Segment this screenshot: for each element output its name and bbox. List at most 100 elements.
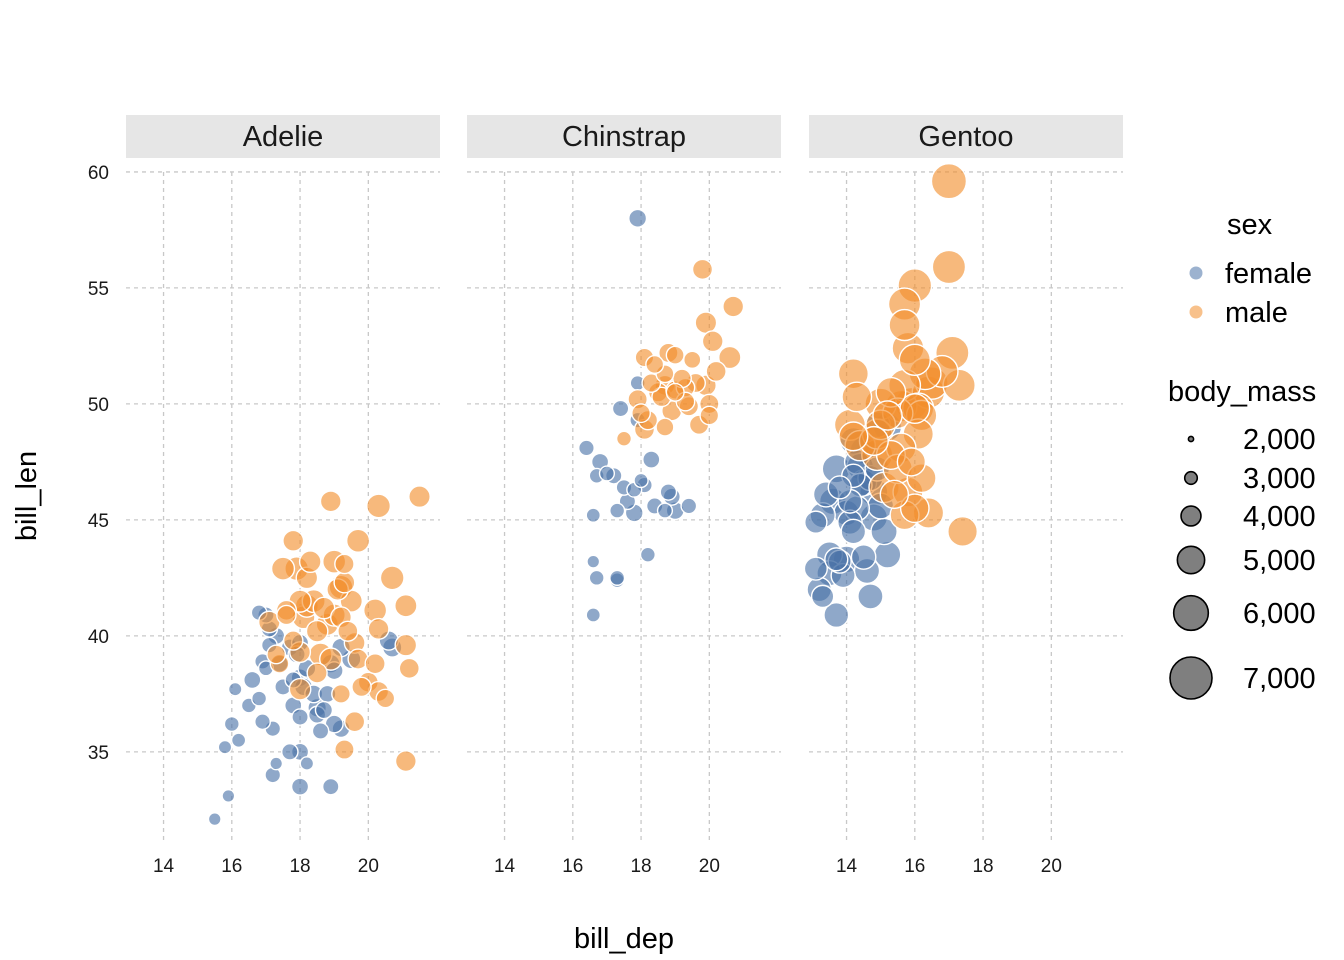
legend-color-title: sex [1227,209,1273,241]
legend-size-item: 7,000 [1169,656,1316,700]
panel-chinstrap: Chinstrap 14 16 18 20 [467,115,781,877]
data-point [230,732,247,748]
data-point [631,403,651,424]
data-point [823,601,850,629]
data-point [840,518,867,545]
legend-size-label: 7,000 [1243,663,1316,695]
data-point [611,399,630,418]
data-point [266,644,287,665]
x-tick-label: 20 [699,856,720,877]
data-point [394,750,417,773]
data-point [251,690,268,707]
legend-size-swatch [1187,435,1195,443]
legend-size-swatch [1183,470,1199,486]
data-point [633,472,649,489]
data-point [269,756,284,771]
data-point [598,465,616,482]
gridlines [126,171,440,840]
legend-color-items: female male [1189,258,1312,329]
y-tick-label: 45 [88,511,109,532]
data-point [850,544,877,570]
data-point [276,604,297,626]
data-point [333,571,356,594]
data-point [254,713,271,731]
data-point [282,529,305,552]
data-point [803,556,828,581]
legend-label: male [1225,297,1288,329]
panel-strip [809,115,1123,158]
data-point [334,739,355,760]
data-point [857,583,884,610]
legend-swatch [1189,305,1203,319]
data-point [628,208,648,228]
data-point [398,657,420,680]
legend-size-label: 3,000 [1243,463,1316,495]
legend-size-label: 6,000 [1243,598,1316,630]
legend-size-label: 4,000 [1243,501,1316,533]
panel-adelie: Adelie 14 16 18 20 [126,115,440,877]
data-point [366,493,392,519]
data-point [379,565,405,591]
data-point [888,308,921,342]
x-tick-label: 18 [972,856,993,877]
data-point [351,676,372,698]
axis-titles: bill_dep bill_len [11,451,674,955]
y-axis: 35 40 45 50 55 60 [88,163,109,764]
panel-strip [126,115,440,158]
data-point [217,739,233,755]
data-point [319,647,343,671]
legend-size-items: 2,000 3,000 4,000 5,000 6,000 7,000 [1169,424,1316,700]
data-point [282,630,304,651]
data-point [694,311,718,335]
data-point [691,258,714,281]
panel-strip [467,115,781,158]
data-point [585,607,601,623]
y-tick-label: 50 [88,395,109,416]
legend-item-male: male [1189,297,1288,329]
series-adelie-male [257,485,431,773]
legend-size-item: 4,000 [1180,501,1316,533]
data-point [930,162,968,200]
data-point [641,373,662,393]
data-point [337,620,359,642]
x-tick-label: 14 [494,856,516,877]
data-point [281,743,299,761]
panel-strip-label: Gentoo [918,121,1013,153]
y-tick-label: 55 [88,279,109,300]
legend-size-label: 2,000 [1243,424,1316,456]
legend-size-swatch [1176,545,1206,575]
data-point [680,497,698,515]
panel-gentoo: Gentoo 14 16 18 20 [803,115,1123,877]
data-point [810,584,835,609]
data-point [931,249,967,285]
data-point [321,777,340,796]
y-axis-title: bill_len [11,451,43,541]
data-point [243,670,262,690]
legend-size-item: 2,000 [1187,424,1316,456]
data-point [827,475,852,500]
data-point [645,354,665,375]
x-tick-label: 16 [904,856,925,877]
x-tick-label: 14 [153,856,175,877]
x-tick-label: 14 [836,856,858,877]
legend-size-swatch [1180,505,1202,527]
legend-size-label: 5,000 [1243,545,1316,577]
legend-label: female [1225,258,1312,290]
y-tick-label: 60 [88,163,109,184]
legend-size-item: 3,000 [1183,463,1316,495]
data-point [298,550,322,574]
data-point [824,547,849,572]
data-point [345,528,371,553]
data-point [722,295,745,318]
legend-size-swatch [1172,594,1210,632]
data-point [656,502,674,519]
legend-size-item: 5,000 [1176,545,1316,577]
panels: Adelie 14 16 18 20 Chinstrap 14 16 18 20 Gentoo 14 1… [126,115,1123,877]
data-point [838,421,869,452]
data-point [394,633,418,657]
x-axis-title: bill_dep [574,923,674,955]
data-point [334,553,355,575]
data-point [718,345,742,370]
data-point [207,812,222,827]
